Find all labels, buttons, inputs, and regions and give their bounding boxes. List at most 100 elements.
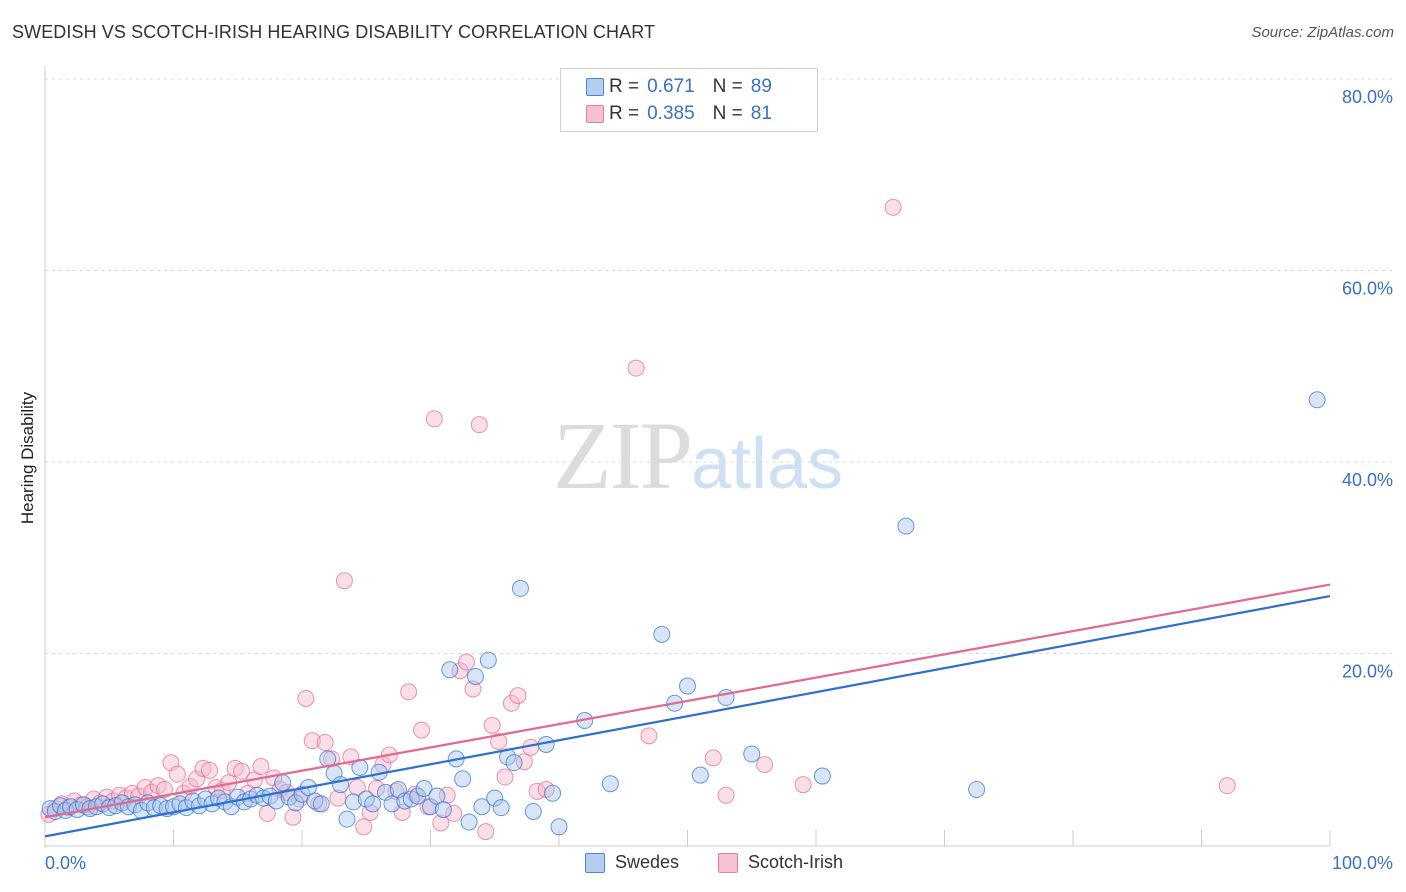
scotch-irish-point <box>477 823 495 841</box>
scotch-irish-point <box>704 749 722 767</box>
y-tick-label: 40.0% <box>1342 470 1393 490</box>
swedes-point <box>544 784 562 802</box>
swedes-point <box>434 801 452 819</box>
scotch-irish-point <box>457 653 475 671</box>
y-tick-label: 60.0% <box>1342 279 1393 299</box>
scotch-irish-point <box>252 757 270 775</box>
scotch-irish-point <box>323 750 341 768</box>
axes <box>44 66 1331 848</box>
trend-lines <box>44 583 1331 838</box>
scotch-irish-point <box>884 198 902 216</box>
scotch-irish-swatch <box>586 105 604 123</box>
legend-label-scotch-irish: Scotch-Irish <box>748 852 844 872</box>
scotch-irish-point <box>297 690 315 708</box>
legend-n-value: 81 <box>750 103 772 124</box>
swedes-point <box>422 798 439 816</box>
scotch-irish-point <box>156 780 174 798</box>
legend-r-label: R = <box>609 76 640 97</box>
swedes-point <box>813 767 831 785</box>
scotch-irish-swatch <box>718 852 738 873</box>
swedes-point <box>691 766 709 784</box>
scotch-irish-point <box>496 768 514 786</box>
swedes-point <box>473 798 491 816</box>
scotch-irish-point <box>348 779 366 797</box>
swedes-point <box>287 794 305 812</box>
swedes-point <box>338 810 356 828</box>
scotch-irish-point <box>627 359 645 377</box>
scotch-irish-point <box>316 734 334 752</box>
scotch-irish-point <box>432 814 450 832</box>
scotch-irish-point <box>794 776 812 794</box>
swedes-point <box>441 661 459 679</box>
legend-r-value: 0.671 <box>647 76 695 97</box>
scotch-irish-point <box>335 572 353 590</box>
scotch-irish-point <box>188 770 206 788</box>
swedes-point <box>524 802 542 820</box>
scotch-irish-point <box>445 804 463 822</box>
scotch-irish-point <box>464 680 482 698</box>
swedes-point <box>897 517 915 535</box>
correlation-legend: R = 0.671 N = 89 R = 0.385 N = 81 <box>560 68 818 132</box>
watermark-atlas: atlas <box>691 424 844 504</box>
swedes-point <box>486 789 504 807</box>
scotch-irish-point <box>303 732 321 750</box>
scotch-irish-point <box>284 808 302 826</box>
scotch-irish-point <box>400 683 418 701</box>
legend-item-swedes: Swedes <box>585 852 679 873</box>
watermark: ZIPatlas <box>553 400 843 511</box>
scotch-irish-point <box>200 761 218 779</box>
scotch-irish-point <box>168 765 186 783</box>
legend-n-label: N = <box>712 76 743 97</box>
swedes-point <box>280 788 298 806</box>
swedes-point <box>550 818 568 836</box>
scotch-irish-point <box>470 416 488 434</box>
swedes-point <box>679 677 696 695</box>
legend-row-scotch-irish: R = 0.385 N = 81 <box>586 102 772 126</box>
swedes-point <box>364 795 382 813</box>
scotch-irish-points <box>40 198 1236 841</box>
scotch-irish-point <box>355 818 373 836</box>
legend-n-label: N = <box>712 103 743 124</box>
legend-r-label: R = <box>609 103 640 124</box>
x-tick-label: 100.0% <box>1332 853 1393 873</box>
y-tick-label: 80.0% <box>1342 87 1393 107</box>
scotch-irish-point <box>413 721 431 739</box>
swedes-trend-line <box>44 594 1331 838</box>
legend-row-swedes: R = 0.671 N = 89 <box>586 75 772 99</box>
scotch-irish-point <box>1218 777 1236 795</box>
scotch-irish-point <box>194 759 212 777</box>
scotch-irish-point <box>483 716 501 734</box>
swedes-point <box>344 793 362 811</box>
scotch-irish-point <box>509 687 527 705</box>
legend-label-swedes: Swedes <box>615 852 680 872</box>
swedes-swatch <box>586 78 604 96</box>
swedes-point <box>1308 391 1326 409</box>
legend-item-scotch-irish: Scotch-Irish <box>718 852 843 873</box>
scotch-irish-point <box>640 727 658 745</box>
y-tick-label: 20.0% <box>1342 662 1393 682</box>
swedes-point <box>466 667 484 685</box>
chart-title: SWEDISH VS SCOTCH-IRISH HEARING DISABILI… <box>12 22 656 42</box>
scotch-irish-point <box>425 410 443 428</box>
swedes-swatch <box>585 852 605 873</box>
swedes-point <box>274 774 292 792</box>
x-tick-label: 0.0% <box>45 853 86 873</box>
swedes-point <box>511 579 529 597</box>
swedes-point <box>743 745 761 763</box>
swedes-point <box>601 775 619 793</box>
scotch-irish-point <box>233 762 251 780</box>
swedes-point <box>383 795 401 813</box>
swedes-point <box>454 770 472 788</box>
scotch-irish-point <box>756 756 774 774</box>
tick-labels: 20.0% 40.0% 60.0% 80.0% 0.0% 100.0% <box>45 87 1393 873</box>
legend-n-value: 89 <box>750 76 772 97</box>
swedes-point <box>460 813 478 831</box>
scotch-irish-point <box>490 733 508 751</box>
grid-lines <box>45 78 1393 654</box>
scotch-irish-point <box>717 786 735 804</box>
swedes-point <box>653 625 671 643</box>
watermark-zip: ZIP <box>553 402 693 509</box>
swedes-point <box>415 780 433 798</box>
swedes-point <box>312 795 330 813</box>
